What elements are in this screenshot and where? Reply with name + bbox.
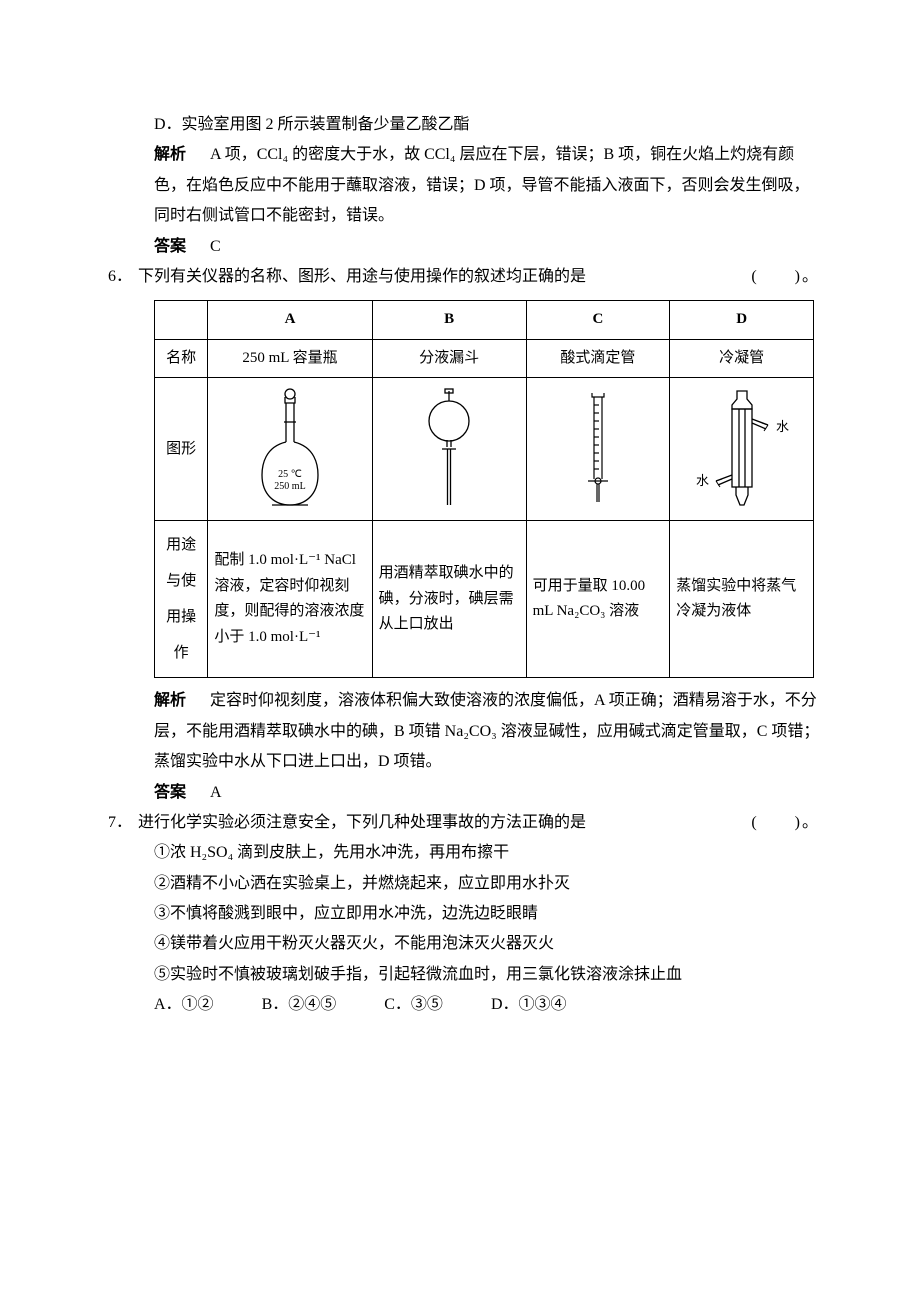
choice-c: C．③⑤	[384, 990, 443, 1020]
answer-label: 答案	[154, 784, 186, 801]
table-row: A B C D	[155, 301, 814, 340]
th-a: A	[208, 301, 372, 340]
q7-item-1: ①浓 H₂SO₄ 滴到皮肤上，先用水冲洗，再用布擦干	[154, 838, 820, 868]
q7-stem-line: 7． 进行化学实验必须注意安全，下列几种处理事故的方法正确的是 ( )。	[100, 808, 820, 838]
name-c: 酸式滴定管	[526, 339, 670, 378]
table-row: 图形	[155, 378, 814, 521]
q7-item-3: ③不慎将酸溅到眼中，应立即用水冲洗，边洗边眨眼睛	[154, 899, 820, 929]
img-cell-c	[526, 378, 670, 521]
q6-stem-line: 6． 下列有关仪器的名称、图形、用途与使用操作的叙述均正确的是 ( )。	[100, 262, 820, 292]
answer-value: A	[210, 784, 222, 801]
table-row: 用途与使用操作 配制 1.0 mol·L⁻¹ NaCl 溶液，定容时仰视刻度，则…	[155, 521, 814, 678]
row-img-label: 图形	[155, 378, 208, 521]
prev-answer: 答案 C	[154, 232, 820, 262]
analysis-text: A 项，CCl₄ 的密度大于水，故 CCl₄ 层应在下层，错误；B 项，铜在火焰…	[154, 146, 810, 224]
row-use-label: 用途与使用操作	[155, 521, 208, 678]
th-blank	[155, 301, 208, 340]
analysis-label: 解析	[154, 692, 186, 709]
use-a: 配制 1.0 mol·L⁻¹ NaCl 溶液，定容时仰视刻度，则配得的溶液浓度小…	[208, 521, 372, 678]
condenser-water-label-top: 水	[776, 419, 789, 434]
th-c: C	[526, 301, 670, 340]
choice-d: D．①③④	[491, 990, 567, 1020]
volumetric-flask-icon: 25 ℃ 250 mL	[245, 387, 335, 512]
flask-label-1: 25 ℃	[278, 469, 302, 480]
img-cell-b	[372, 378, 526, 521]
q6-analysis: 解析 定容时仰视刻度，溶液体积偏大致使溶液的浓度偏低，A 项正确；酒精易溶于水，…	[154, 686, 820, 777]
page-container: D．实验室用图 2 所示装置制备少量乙酸乙酯 解析 A 项，CCl₄ 的密度大于…	[0, 0, 920, 1302]
q7-item-5: ⑤实验时不慎被玻璃划破手指，引起轻微流血时，用三氯化铁溶液涂抹止血	[154, 960, 820, 990]
name-b: 分液漏斗	[372, 339, 526, 378]
answer-label: 答案	[154, 238, 186, 255]
q7-stem: 进行化学实验必须注意安全，下列几种处理事故的方法正确的是	[138, 814, 586, 831]
answer-value: C	[210, 238, 221, 255]
q6-number: 6．	[100, 262, 132, 292]
q7-choices: A．①② B．②④⑤ C．③⑤ D．①③④	[154, 990, 820, 1020]
analysis-label: 解析	[154, 146, 186, 163]
acid-burette-icon	[568, 387, 628, 512]
table-row: 名称 250 mL 容量瓶 分液漏斗 酸式滴定管 冷凝管	[155, 339, 814, 378]
th-d: D	[670, 301, 814, 340]
use-b: 用酒精萃取碘水中的碘，分液时，碘层需从上口放出	[372, 521, 526, 678]
condenser-water-label-bottom: 水	[696, 473, 709, 488]
analysis-text: 定容时仰视刻度，溶液体积偏大致使溶液的浓度偏低，A 项正确；酒精易溶于水，不分层…	[154, 692, 819, 770]
prev-analysis: 解析 A 项，CCl₄ 的密度大于水，故 CCl₄ 层应在下层，错误；B 项，铜…	[154, 140, 820, 231]
prev-option-d: D．实验室用图 2 所示装置制备少量乙酸乙酯	[154, 110, 820, 140]
q7-item-4: ④镁带着火应用干粉灭火器灭火，不能用泡沫灭火器灭火	[154, 929, 820, 959]
use-c: 可用于量取 10.00 mL Na₂CO₃ 溶液	[526, 521, 670, 678]
use-d: 蒸馏实验中将蒸气冷凝为液体	[670, 521, 814, 678]
q6-answer: 答案 A	[154, 778, 820, 808]
q6-stem: 下列有关仪器的名称、图形、用途与使用操作的叙述均正确的是	[138, 268, 586, 285]
th-b: B	[372, 301, 526, 340]
q7-paren: ( )。	[751, 808, 820, 838]
choice-b: B．②④⑤	[262, 990, 337, 1020]
instrument-table: A B C D 名称 250 mL 容量瓶 分液漏斗 酸式滴定管 冷凝管 图形	[154, 300, 814, 678]
q6-paren: ( )。	[751, 262, 820, 292]
q7-item-2: ②酒精不小心洒在实验桌上，并燃烧起来，应立即用水扑灭	[154, 869, 820, 899]
choice-a: A．①②	[154, 990, 214, 1020]
name-d: 冷凝管	[670, 339, 814, 378]
name-a: 250 mL 容量瓶	[208, 339, 372, 378]
condenser-icon: 水 水	[682, 387, 802, 512]
img-cell-a: 25 ℃ 250 mL	[208, 378, 372, 521]
q7-number: 7．	[100, 808, 132, 838]
img-cell-d: 水 水	[670, 378, 814, 521]
separating-funnel-icon	[414, 387, 484, 512]
row-name-label: 名称	[155, 339, 208, 378]
flask-label-2: 250 mL	[274, 481, 305, 492]
